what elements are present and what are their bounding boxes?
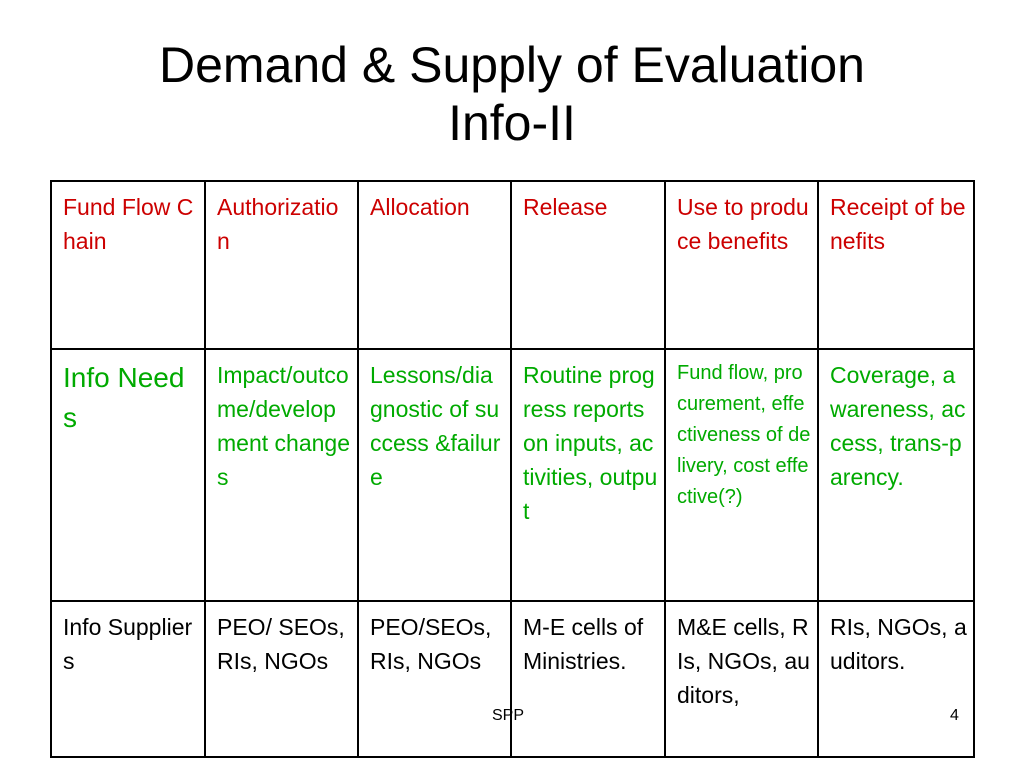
- table-cell: Receipt of benefits: [817, 180, 975, 350]
- table-cell: RIs, NGOs, auditors.: [817, 600, 975, 758]
- table-cell: Release: [510, 180, 666, 350]
- table-cell: M-E cells of Ministries.: [510, 600, 666, 758]
- table-row-info-suppliers: Info Suppliers PEO/ SEOs, RIs, NGOs PEO/…: [50, 600, 975, 758]
- table-cell: M&E cells, RIs, NGOs, auditors,: [664, 600, 819, 758]
- table-cell: Authorization: [204, 180, 359, 350]
- table-cell: Impact/outcome/development changes: [204, 348, 359, 602]
- table-cell: PEO/SEOs, RIs, NGOs: [357, 600, 512, 758]
- table-cell: Routine progress reports on inputs, acti…: [510, 348, 666, 602]
- title-line-2: Info-II: [448, 95, 576, 151]
- table-cell: Allocation: [357, 180, 512, 350]
- table-cell: PEO/ SEOs, RIs, NGOs: [204, 600, 359, 758]
- page-number: 4: [950, 707, 959, 724]
- footer-text: SPP: [492, 707, 525, 724]
- table-row-info-needs: Info Needs Impact/outcome/development ch…: [50, 348, 975, 602]
- title-line-1: Demand & Supply of Evaluation: [159, 37, 865, 93]
- table-cell: Info Needs: [50, 348, 206, 602]
- table-cell: Lessons/diagnostic of success &failure: [357, 348, 512, 602]
- table-cell: Use to produce benefits: [664, 180, 819, 350]
- table-cell: Coverage, awareness, access, trans-paren…: [817, 348, 975, 602]
- table-row-fund-flow-chain: Fund Flow Chain Authorization Allocation…: [50, 180, 975, 350]
- table-cell: Fund Flow Chain: [50, 180, 206, 350]
- table-cell: Info Suppliers: [50, 600, 206, 758]
- table-cell: Fund flow, procurement, effectiveness of…: [664, 348, 819, 602]
- evaluation-table: Fund Flow Chain Authorization Allocation…: [50, 180, 975, 758]
- slide-title: Demand & Supply of Evaluation Info-II: [0, 36, 1024, 152]
